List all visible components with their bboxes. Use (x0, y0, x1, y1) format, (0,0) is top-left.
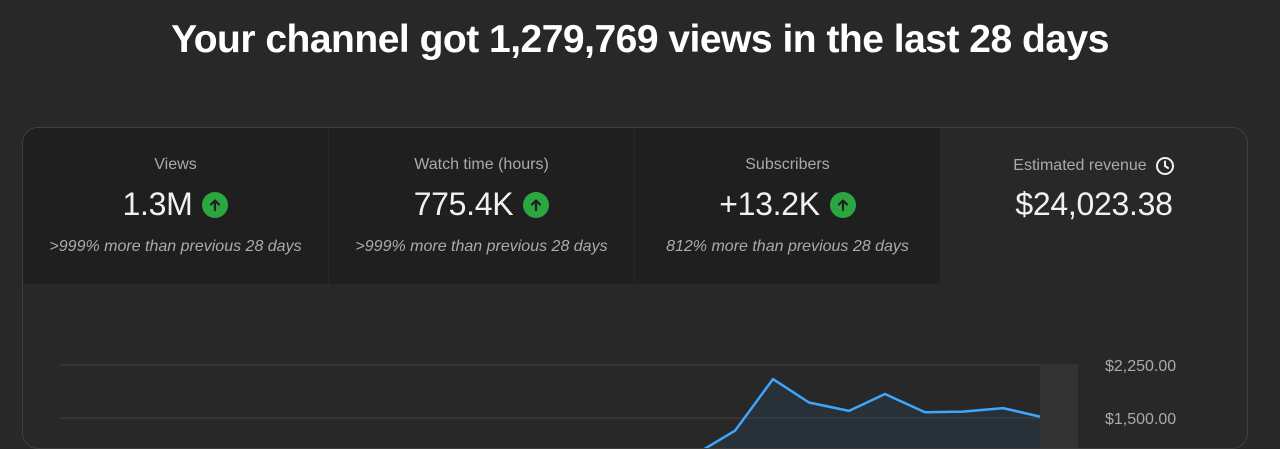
clock-icon (1155, 156, 1175, 176)
metric-comparison: >999% more than previous 28 days (23, 238, 328, 256)
metric-tile-revenue[interactable]: Estimated revenue $24,023.38 (941, 128, 1247, 284)
chart-y-tick-label: $2,250.00 (1105, 358, 1176, 375)
metric-label: Views (23, 156, 328, 174)
metric-value-row: +13.2K (635, 186, 940, 223)
metric-value: 1.3M (123, 186, 193, 223)
metric-tile-views[interactable]: Views 1.3M >999% more than previous 28 d… (23, 128, 329, 284)
chart-area-fill (703, 379, 1040, 449)
metric-value-row: $24,023.38 (941, 186, 1247, 223)
metric-label: Subscribers (635, 156, 940, 174)
analytics-card: Views 1.3M >999% more than previous 28 d… (22, 127, 1248, 449)
chart-y-tick-label: $1,500.00 (1105, 411, 1176, 428)
metric-value: 775.4K (414, 186, 514, 223)
arrow-up-icon (523, 192, 549, 218)
chart-gridlines (59, 365, 1078, 418)
arrow-up-icon (202, 192, 228, 218)
revenue-chart: $2,250.00 $1,500.00 (23, 284, 1247, 449)
chart-y-ticks: $2,250.00 $1,500.00 (1105, 358, 1176, 428)
metric-tiles: Views 1.3M >999% more than previous 28 d… (23, 128, 1247, 284)
metric-comparison: >999% more than previous 28 days (329, 238, 634, 256)
metric-value: $24,023.38 (1015, 186, 1172, 223)
metric-label: Estimated revenue (1013, 157, 1146, 175)
page-headline: Your channel got 1,279,769 views in the … (0, 18, 1280, 62)
metric-label-row: Estimated revenue (941, 156, 1247, 176)
metric-value-row: 775.4K (329, 186, 634, 223)
metric-value: +13.2K (719, 186, 820, 223)
metric-label: Watch time (hours) (329, 156, 634, 174)
metric-comparison: 812% more than previous 28 days (635, 238, 940, 256)
arrow-up-icon (830, 192, 856, 218)
metric-tile-watch-time[interactable]: Watch time (hours) 775.4K >999% more tha… (329, 128, 635, 284)
chart-hover-column (1040, 365, 1078, 449)
metric-tile-subscribers[interactable]: Subscribers +13.2K 812% more than previo… (635, 128, 941, 284)
metric-value-row: 1.3M (23, 186, 328, 223)
